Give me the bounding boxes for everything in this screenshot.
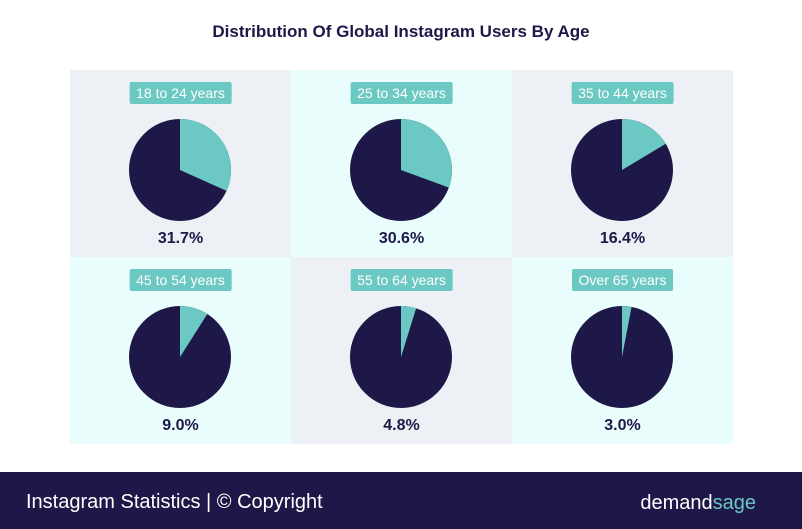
data-label: 4.8%	[383, 417, 420, 434]
footer-text: Instagram Statistics | © Copyright	[26, 491, 323, 513]
category-label: 18 to 24 years	[129, 82, 232, 104]
data-label: 3.0%	[604, 417, 641, 434]
pie-slice-value	[180, 119, 231, 191]
data-label: 30.6%	[378, 230, 425, 247]
data-label: 16.4%	[599, 230, 646, 247]
pie-panel: 35 to 44 years 16.4%	[512, 70, 733, 257]
pie-chart	[350, 306, 452, 408]
pie-slice-value	[180, 306, 208, 357]
pie-chart	[350, 119, 452, 221]
pie-chart	[571, 119, 673, 221]
data-label: 31.7%	[157, 230, 204, 247]
category-label: 35 to 44 years	[571, 82, 674, 104]
chart-title: Distribution Of Global Instagram Users B…	[212, 22, 590, 41]
pie-slice-value	[622, 306, 632, 357]
pie-chart	[571, 306, 673, 408]
pie-slice-value	[622, 119, 666, 170]
footer: Instagram Statistics | © Copyright deman…	[0, 472, 802, 529]
category-label: Over 65 years	[571, 269, 674, 291]
logo-main: demand	[640, 492, 713, 514]
pie-panel: 45 to 54 years 9.0%	[70, 257, 291, 444]
pie-grid: 18 to 24 years 31.7% 25 to 34 years 30.6% 35…	[70, 70, 733, 444]
pie-panel: 55 to 64 years 4.8%	[291, 257, 512, 444]
brand-logo: demandsage	[640, 492, 756, 515]
pie-chart	[129, 306, 231, 408]
pie-panel: 25 to 34 years 30.6%	[291, 70, 512, 257]
category-label: 55 to 64 years	[350, 269, 453, 291]
data-label: 9.0%	[162, 417, 199, 434]
logo-accent: sage	[712, 492, 756, 514]
pie-slice-value	[401, 119, 452, 188]
pie-panel: 18 to 24 years 31.7%	[70, 70, 291, 257]
category-label: 45 to 54 years	[129, 269, 232, 291]
category-label: 25 to 34 years	[350, 82, 453, 104]
pie-panel: Over 65 years 3.0%	[512, 257, 733, 444]
pie-chart	[129, 119, 231, 221]
pie-slice-value	[401, 306, 417, 357]
